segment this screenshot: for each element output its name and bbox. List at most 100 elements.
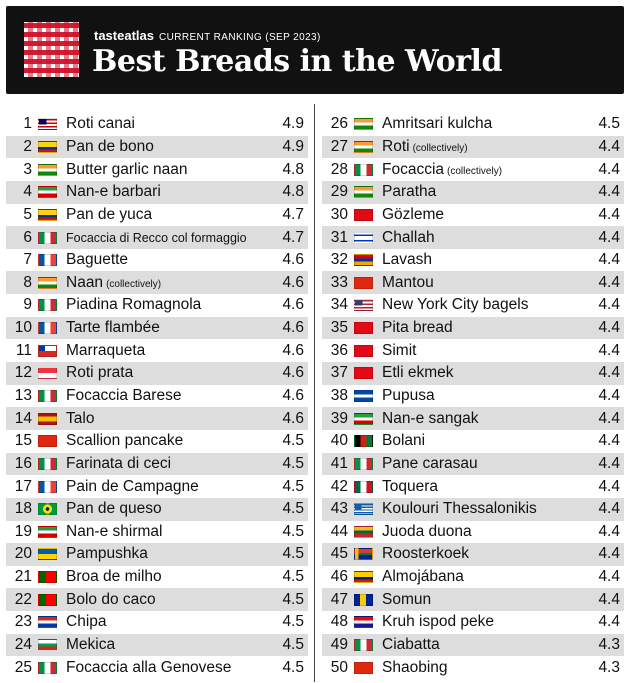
flag-icon xyxy=(38,435,57,448)
ranking-row: 50 Shaobing 4.3 xyxy=(322,656,624,679)
bread-name-text: Koulouri Thessalonikis xyxy=(382,500,537,518)
ranking-row: 47 Somun 4.4 xyxy=(322,588,624,612)
flag-icon xyxy=(354,186,373,199)
rating-score: 4.4 xyxy=(598,590,620,608)
rating-score: 4.8 xyxy=(282,183,304,201)
ranking-row: 49 Ciabatta 4.3 xyxy=(322,633,624,657)
ranking-row: 21 Broa de milho 4.5 xyxy=(6,566,308,589)
flag-icon xyxy=(354,163,373,176)
flag-icon xyxy=(354,593,373,606)
flag-icon xyxy=(38,390,57,402)
bread-name: Pane carasau xyxy=(382,455,590,473)
bread-name-text: Pan de queso xyxy=(66,500,162,518)
ranking-row: 16 Farinata di ceci 4.5 xyxy=(6,452,308,476)
rank-number: 1 xyxy=(23,115,32,133)
flag-icon xyxy=(354,140,373,153)
ranking-row: 31 Challah 4.4 xyxy=(322,226,624,249)
bread-name: Focaccia (collectively) xyxy=(382,161,590,179)
rating-score: 4.8 xyxy=(282,160,304,178)
bread-name-text: Mantou xyxy=(382,273,434,291)
ranking-row: 10 Tarte flambée 4.6 xyxy=(6,316,308,340)
rank-number: 9 xyxy=(23,296,32,314)
ranking-row: 35 Pita bread 4.4 xyxy=(322,316,624,340)
rating-score: 4.7 xyxy=(282,228,304,246)
ranking-row: 32 Lavash 4.4 xyxy=(322,249,624,272)
flag-icon xyxy=(38,457,57,470)
bread-name: Koulouri Thessalonikis xyxy=(382,500,590,518)
flag-icon xyxy=(354,208,373,221)
rating-score: 4.6 xyxy=(282,409,304,427)
bread-name-text: Roti prata xyxy=(66,364,134,382)
flag-icon xyxy=(38,548,57,561)
rating-score: 4.3 xyxy=(598,636,620,654)
rank-number: 14 xyxy=(14,409,32,427)
rank-number: 46 xyxy=(330,568,348,586)
bread-name-text: Somun xyxy=(382,590,432,608)
rank-number: 13 xyxy=(14,387,32,404)
ranking-row: 9 Piadina Romagnola 4.6 xyxy=(6,294,308,317)
bread-name-text: Focaccia alla Genovese xyxy=(66,658,232,676)
flag-icon xyxy=(38,140,57,153)
flag-icon xyxy=(354,639,373,652)
rank-number: 26 xyxy=(330,115,348,133)
ranking-row: 42 Toquera 4.4 xyxy=(322,475,624,498)
bread-name-text: Pain de Campagne xyxy=(66,477,199,495)
bread-name-text: Broa de milho xyxy=(66,568,162,586)
bread-name: Roti canai xyxy=(66,115,274,133)
rating-score: 4.6 xyxy=(282,387,304,404)
rating-score: 4.6 xyxy=(282,364,304,382)
bread-name: New York City bagels xyxy=(382,296,590,314)
rating-score: 4.6 xyxy=(282,341,304,359)
bread-name: Amritsari kulcha xyxy=(382,115,590,133)
bread-name-text: Simit xyxy=(382,341,417,359)
rating-score: 4.7 xyxy=(282,205,304,223)
ranking-row: 22 Bolo do caco 4.5 xyxy=(6,588,308,612)
column-divider xyxy=(314,104,315,682)
rank-number: 19 xyxy=(14,522,32,540)
bread-name: Paratha xyxy=(382,183,590,201)
flag-icon xyxy=(38,503,57,516)
rank-number: 37 xyxy=(330,364,348,382)
bread-name: Somun xyxy=(382,591,590,609)
bread-note: (collectively) xyxy=(412,142,468,154)
flag-icon xyxy=(38,276,57,289)
rank-number: 20 xyxy=(14,545,32,563)
flag-icon xyxy=(38,186,57,199)
rank-number: 12 xyxy=(14,364,32,382)
ranking-row: 23 Chipa 4.5 xyxy=(6,611,308,634)
rating-score: 4.4 xyxy=(598,137,620,155)
bread-name: Lavash xyxy=(382,251,590,269)
flag-icon xyxy=(38,639,57,652)
ranking-row: 18 Pan de queso 4.5 xyxy=(6,497,308,521)
rank-number: 6 xyxy=(23,228,32,246)
bread-name-text: Pane carasau xyxy=(382,454,478,472)
flag-icon xyxy=(38,412,57,425)
flag-icon xyxy=(38,163,57,176)
rank-number: 32 xyxy=(330,251,348,269)
rank-number: 30 xyxy=(330,205,348,223)
bread-name-text: Marraqueta xyxy=(66,341,146,359)
bread-name-text: Piadina Romagnola xyxy=(66,296,202,314)
rank-number: 21 xyxy=(14,568,32,586)
rating-score: 4.3 xyxy=(598,658,620,676)
ranking-row: 43 Koulouri Thessalonikis 4.4 xyxy=(322,497,624,521)
rating-score: 4.5 xyxy=(282,590,304,608)
ranking-row: 27 Roti (collectively) 4.4 xyxy=(322,135,624,159)
bread-name: Pampushka xyxy=(66,545,274,563)
bread-name-text: Challah xyxy=(382,228,435,246)
flag-icon xyxy=(38,367,57,380)
rank-number: 17 xyxy=(14,477,32,495)
bread-name: Butter garlic naan xyxy=(66,161,274,179)
bread-name: Baguette xyxy=(66,251,274,269)
ranking-row: 2 Pan de bono 4.9 xyxy=(6,135,308,159)
bread-name: Pan de bono xyxy=(66,138,274,156)
bread-note: (collectively) xyxy=(106,278,162,290)
bread-name: Ciabatta xyxy=(382,636,590,654)
ranking-row: 46 Almojábana 4.4 xyxy=(322,566,624,589)
bread-name: Nan-e sangak xyxy=(382,410,590,428)
ranking-row: 4 Nan-e barbari 4.8 xyxy=(6,180,308,204)
bread-name: Bolani xyxy=(382,432,590,450)
rating-score: 4.5 xyxy=(282,568,304,586)
rating-score: 4.4 xyxy=(598,500,620,518)
rating-score: 4.4 xyxy=(598,183,620,201)
